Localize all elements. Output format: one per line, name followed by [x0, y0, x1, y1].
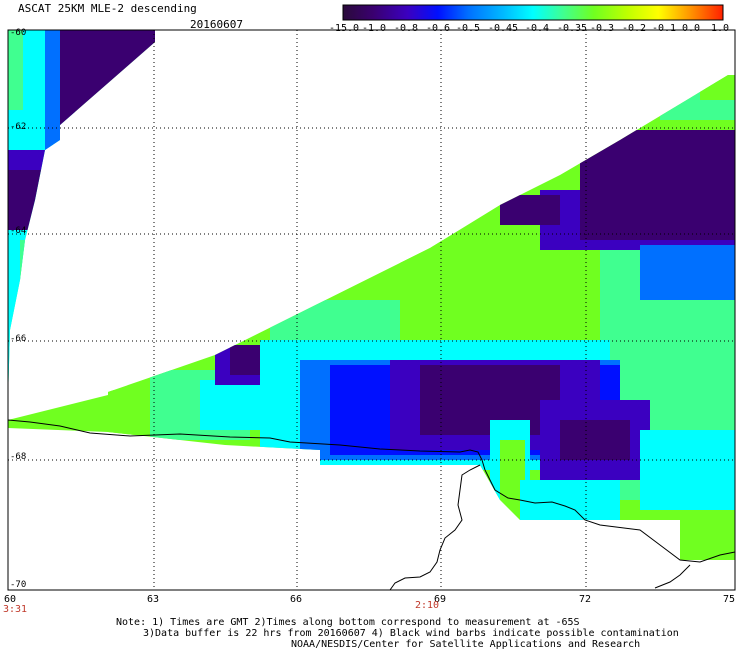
time-label-center: 2:10	[415, 600, 440, 611]
colorbar-label: -0.45	[487, 23, 519, 34]
colorbar-label: -0.1	[651, 23, 677, 34]
y-tick-label: -66	[10, 334, 27, 344]
colorbar	[342, 4, 724, 21]
y-tick-label: -62	[10, 122, 27, 132]
x-tick-label: 69	[434, 594, 447, 605]
colorbar-label: -0.6	[425, 23, 451, 34]
colorbar-label: -15.0	[328, 23, 360, 34]
x-tick-label: 72	[579, 594, 592, 605]
colorbar-label: -0.35	[556, 23, 588, 34]
y-tick-label: -64	[10, 226, 27, 236]
x-tick-label: 63	[147, 594, 160, 605]
colorbar-label: -0.4	[524, 23, 550, 34]
x-tick-label: 75	[723, 594, 736, 605]
y-tick-label: -68	[10, 452, 27, 462]
y-tick-label: -60	[10, 28, 27, 38]
colorbar-labels: -15.0 -1.0 -0.8 -0.6 -0.5 -0.45 -0.4 -0.…	[328, 23, 740, 37]
data-swath-left	[8, 30, 155, 400]
map-date: 20160607	[190, 18, 243, 31]
data-swath-main	[8, 75, 735, 560]
note-line-3: NOAA/NESDIS/Center for Satellite Applica…	[291, 639, 641, 650]
colorbar-label: -0.2	[621, 23, 647, 34]
colorbar-label: 1.0	[710, 23, 730, 34]
note-line-2: 3)Data buffer is 22 hrs from 20160607 4)…	[143, 628, 679, 639]
x-tick-label: 60	[4, 594, 17, 605]
colorbar-label: -0.8	[393, 23, 419, 34]
colorbar-label: -0.3	[589, 23, 615, 34]
colorbar-label: 0.0	[681, 23, 701, 34]
x-tick-label: 66	[290, 594, 303, 605]
note-line-1: Note: 1) Times are GMT 2)Times along bot…	[116, 617, 580, 628]
colorbar-label: -1.0	[361, 23, 387, 34]
plot-frame	[7, 29, 736, 591]
time-label-left: 3:31	[3, 604, 28, 615]
colorbar-label: -0.5	[455, 23, 481, 34]
map-title: ASCAT 25KM MLE-2 descending	[18, 2, 197, 15]
y-tick-label: -70	[10, 580, 27, 590]
coastline	[7, 419, 736, 591]
grid-lines	[8, 30, 735, 590]
